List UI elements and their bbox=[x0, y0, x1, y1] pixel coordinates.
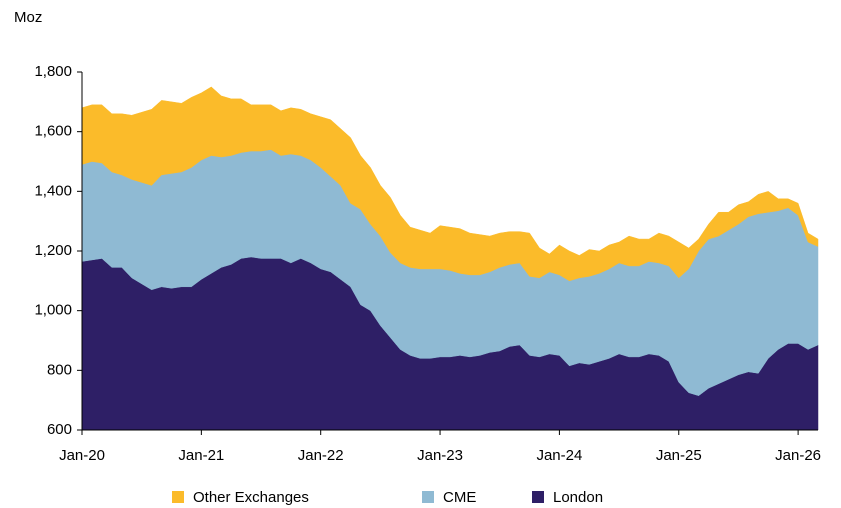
x-tick-label: Jan-23 bbox=[417, 447, 463, 464]
legend-swatch bbox=[172, 491, 184, 503]
legend-label: Other Exchanges bbox=[193, 489, 309, 506]
y-tick-label: 1,800 bbox=[34, 63, 72, 80]
x-tick-label: Jan-24 bbox=[536, 447, 582, 464]
x-tick-label: Jan-21 bbox=[178, 447, 224, 464]
y-tick-label: 600 bbox=[47, 421, 72, 438]
y-tick-label: 1,600 bbox=[34, 123, 72, 140]
x-tick-label: Jan-20 bbox=[59, 447, 105, 464]
legend-label: CME bbox=[443, 489, 476, 506]
x-tick-label: Jan-25 bbox=[656, 447, 702, 464]
x-tick-label: Jan-26 bbox=[775, 447, 821, 464]
y-tick-label: 1,000 bbox=[34, 302, 72, 319]
legend-swatch bbox=[422, 491, 434, 503]
area bbox=[81, 86, 819, 282]
y-tick-label: 1,400 bbox=[34, 182, 72, 199]
y-axis-label: Moz bbox=[14, 9, 42, 26]
y-tick-label: 1,200 bbox=[34, 242, 72, 259]
y-tick-label: 800 bbox=[47, 361, 72, 378]
x-tick-label: Jan-22 bbox=[298, 447, 344, 464]
legend-swatch bbox=[532, 491, 544, 503]
legend-label: London bbox=[553, 489, 603, 506]
